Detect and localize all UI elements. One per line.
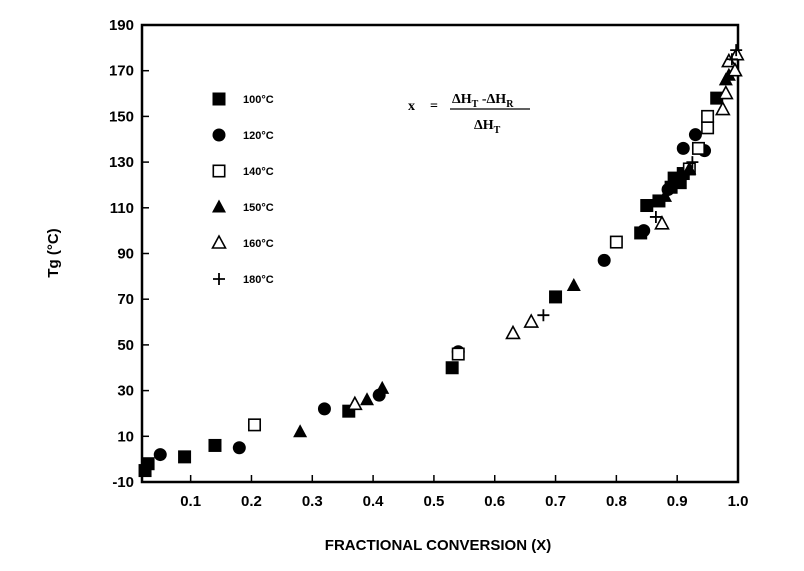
y-tick-label: 170 [109,63,134,80]
data-point [658,188,673,202]
x-tick-label: 0.3 [302,493,323,510]
data-point [232,441,246,455]
data-points [138,44,745,478]
legend-marker [212,128,226,142]
data-point [523,313,540,328]
data-point [714,100,731,116]
legend-label: 180°C [243,274,274,286]
data-point [710,91,724,105]
x-tick-label: 0.1 [180,493,201,510]
series-120CC [153,128,712,462]
series-150CC [293,67,736,438]
y-tick-label: 150 [109,108,134,125]
x-tick-label: 0.6 [484,493,505,510]
x-tick-label: 0.4 [363,493,385,510]
y-tick-label: 90 [117,246,134,263]
data-point [637,224,651,238]
data-point [505,324,521,340]
legend-item: 180°C [213,273,274,286]
data-point [537,309,550,322]
svg-text:ΔHT: ΔHT [474,118,501,136]
data-point [317,402,331,416]
legend-marker [212,92,226,106]
legend-marker [211,234,227,249]
data-point [701,121,715,135]
data-point [248,418,262,432]
data-point [649,210,662,223]
legend-label: 160°C [243,238,274,250]
data-point [141,457,155,471]
data-point [730,44,743,57]
data-point [597,253,611,267]
legend-item: 160°C [211,234,274,250]
data-point [360,392,375,406]
data-point [701,109,715,123]
legend-item: 120°C [212,128,274,142]
data-point [640,199,654,213]
series-100CC [138,91,724,478]
data-point [688,128,702,142]
data-point [451,347,465,361]
data-point [682,161,697,175]
y-tick-label: 70 [117,291,134,308]
svg-text:x: x [408,99,415,114]
svg-text:=: = [430,99,438,114]
legend-marker [212,199,226,213]
series-140CC [248,109,715,432]
conversion-equation: x = ΔHT -ΔHR ΔHT [408,92,530,136]
y-tick-label: -10 [112,474,134,491]
data-point [686,156,699,169]
data-point [654,215,670,230]
legend-item: 150°C [212,199,274,214]
legend-marker [213,273,225,285]
data-point [727,62,743,77]
data-point [178,450,192,464]
data-point [445,361,459,375]
legend-item: 100°C [212,92,274,106]
y-tick-label: 50 [117,337,134,354]
legend-item: 140°C [212,164,274,178]
legend-label: 150°C [243,202,274,214]
legend-marker [212,164,226,178]
x-tick-label: 0.2 [241,493,262,510]
data-point [293,424,308,438]
data-point [609,235,623,249]
x-tick-label: 0.9 [667,493,688,510]
legend: 100°C 120°C 140°C 150°C 160°C 180°C [211,92,274,286]
y-tick-label: 110 [110,200,134,217]
data-point [153,448,167,462]
legend-label: 100°C [243,94,274,106]
data-point [375,380,390,394]
data-point [549,290,563,304]
x-tick-label: 0.5 [423,493,444,510]
y-tick-label: 10 [117,428,134,445]
data-point [691,141,705,155]
x-tick-label: 0.8 [606,493,627,510]
axis-ticks: 0.1 0.2 0.3 0.4 0.5 0.6 0.7 0.8 0.9 1.0 -10 10 30 50 7… [109,17,748,510]
x-axis-label: FRACTIONAL CONVERSION (X) [325,537,551,554]
x-tick-label: 0.7 [545,493,566,510]
y-tick-label: 190 [109,17,134,34]
legend-label: 140°C [243,166,274,178]
plot-frame [140,23,740,484]
data-point [725,53,738,66]
y-tick-label: 30 [117,383,134,400]
data-point [566,277,581,291]
svg-text:ΔHT -ΔHR: ΔHT -ΔHR [452,92,514,110]
data-point [676,141,690,155]
y-axis-label: Tg (°C) [45,228,62,277]
legend-label: 120°C [243,130,274,142]
y-tick-label: 130 [109,154,134,171]
data-point [347,395,363,411]
data-point [717,84,734,100]
x-tick-label: 1.0 [728,493,749,510]
series-180CC [537,44,743,322]
data-point [208,438,222,452]
